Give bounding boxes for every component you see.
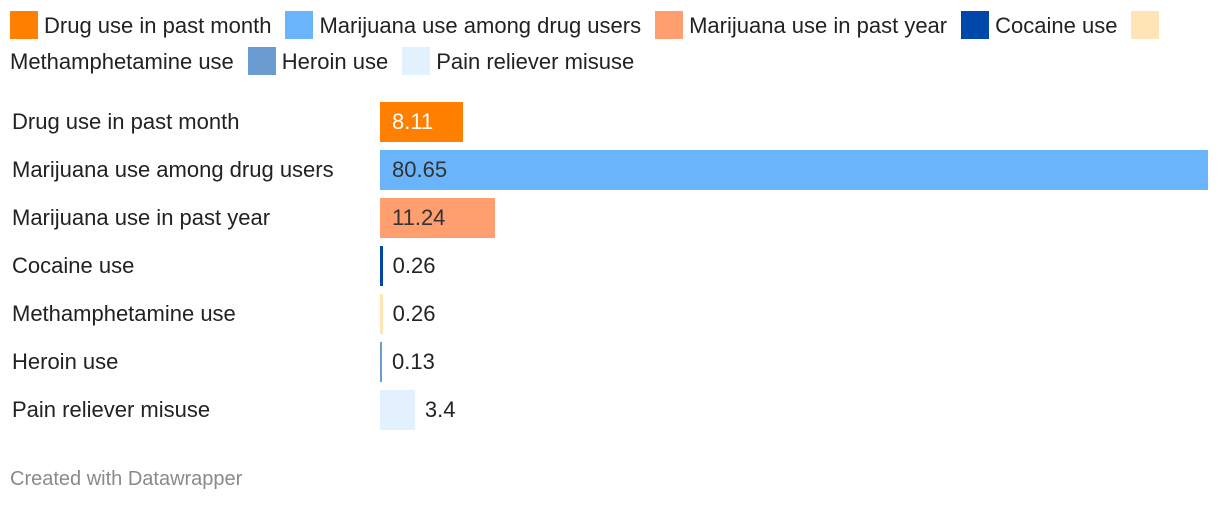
bar (380, 102, 464, 142)
legend-label: Cocaine use (995, 13, 1118, 38)
legend-swatch (961, 11, 990, 39)
value-label: 11.24 (392, 205, 446, 230)
legend-swatch (10, 11, 38, 39)
category-label: Pain reliever misuse (12, 397, 211, 422)
bar (380, 150, 1208, 190)
bar (380, 342, 382, 382)
legend-item: Methamphetamine use (10, 11, 1165, 74)
bar (380, 390, 415, 430)
value-label: 8.11 (392, 109, 434, 134)
category-label: Drug use in past month (12, 109, 240, 134)
legend-label: Marijuana use in past year (689, 13, 948, 38)
legend-item: Pain reliever misuse (402, 47, 635, 75)
footer-credit: Created with Datawrapper (10, 468, 243, 490)
legend-swatch (402, 47, 431, 75)
category-label: Methamphetamine use (12, 301, 236, 326)
legend-swatch (1131, 11, 1160, 39)
value-label: 0.13 (392, 349, 435, 374)
legend-label: Heroin use (281, 49, 389, 74)
bar-chart: Drug use in past month 8.11 Marijuana use … (0, 94, 1220, 444)
legend-item: Cocaine use (961, 11, 1118, 39)
legend-swatch (285, 11, 314, 39)
legend-swatch (655, 11, 684, 39)
legend-item: Marijuana use among drug users (285, 11, 642, 39)
value-label: 0.26 (392, 253, 436, 278)
legend-item: Drug use in past month (10, 11, 272, 39)
category-label: Heroin use (12, 349, 119, 374)
legend-label: Marijuana use among drug users (319, 13, 642, 38)
bar (380, 246, 383, 286)
legend-item: Marijuana use in past year (655, 11, 948, 39)
chart-legend: Drug use in past month Marijuana use amon… (10, 8, 1200, 80)
legend-swatch (247, 47, 276, 75)
bar (380, 198, 496, 238)
bar (380, 294, 383, 334)
category-label: Cocaine use (12, 253, 135, 278)
legend-item: Heroin use (247, 47, 389, 75)
legend-label: Drug use in past month (44, 13, 272, 38)
legend-label: Methamphetamine use (10, 49, 234, 74)
category-label: Marijuana use in past year (12, 205, 271, 230)
value-label: 0.26 (392, 301, 436, 326)
value-label: 80.65 (392, 157, 448, 182)
category-label: Marijuana use among drug users (12, 157, 334, 182)
value-label: 3.4 (424, 397, 456, 422)
legend-label: Pain reliever misuse (436, 49, 635, 74)
